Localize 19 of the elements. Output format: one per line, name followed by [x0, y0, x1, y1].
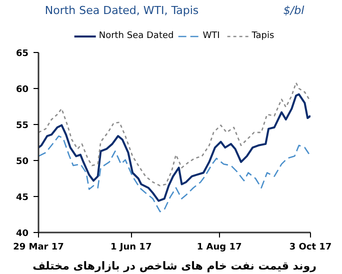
- y-axis-title: $/bl: [283, 4, 304, 17]
- line-series: [38, 93, 310, 202]
- x-tick-label: 29 Mar 17: [13, 242, 64, 252]
- legend-label: North Sea Dated: [98, 31, 174, 41]
- chart-title: North Sea Dated, WTI, Tapis: [44, 4, 199, 17]
- y-tick-label: 55: [16, 121, 29, 131]
- line-series: [38, 135, 310, 212]
- text: روند قیمت نفت خام های شاخص در بازارهای مختلف: [32, 260, 316, 272]
- legend-label: WTI: [202, 31, 221, 41]
- y-tick-label: 50: [16, 157, 29, 167]
- y-tick-label: 45: [16, 193, 29, 203]
- x-tick-label: 1 Jun 17: [110, 242, 152, 252]
- x-tick-label: 3 Oct 17: [289, 242, 332, 252]
- y-tick-label: 60: [16, 85, 29, 95]
- line-series: [38, 82, 310, 186]
- x-tick-label: 1 Aug 17: [196, 242, 242, 252]
- y-tick-label: 65: [16, 49, 29, 59]
- y-tick-label: 40: [16, 229, 29, 239]
- legend-label: Tapis: [252, 31, 274, 41]
